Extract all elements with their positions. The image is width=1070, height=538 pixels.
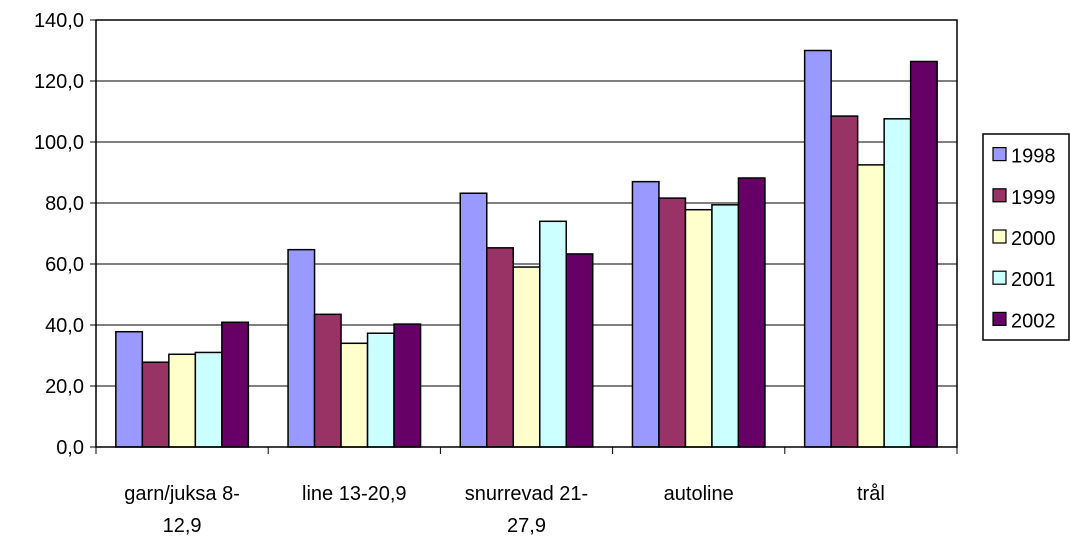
bar-2002-0	[221, 321, 250, 448]
x-axis-labels: garn/juksa 8- 12,9 line 13-20,9 snurrevad 2…	[124, 483, 885, 537]
legend-swatch-2000	[992, 229, 1007, 244]
bar-2002-4	[909, 60, 938, 448]
bar-2000-3	[684, 208, 713, 448]
legend-label: 1998	[1011, 146, 1056, 168]
x-category-label: trål	[857, 483, 885, 505]
legend-swatch-1998	[992, 147, 1007, 162]
x-category-label: line 13-20,9	[302, 483, 407, 505]
x-category-label: 27,9	[507, 515, 546, 537]
bar-1998-0	[115, 330, 144, 448]
bar-2001-4	[883, 118, 912, 448]
legend-swatch-1999	[992, 188, 1007, 203]
legend-label: 2001	[1011, 269, 1056, 291]
bar-1998-2	[459, 192, 488, 448]
legend-label: 2002	[1011, 310, 1056, 332]
plot-area-border	[95, 19, 958, 448]
bar-2002-3	[737, 177, 766, 448]
bar-1998-1	[287, 248, 316, 448]
y-tick-label: 80,0	[45, 193, 84, 215]
bar-2001-1	[366, 332, 395, 448]
legend: 1998 1999 2000 2001 2002	[982, 133, 1070, 341]
bar-2001-2	[539, 220, 567, 448]
bar-1999-2	[486, 247, 514, 448]
x-category-label: snurrevad 21-	[465, 483, 588, 505]
x-category-label: 12,9	[163, 515, 202, 537]
bar-1998-4	[803, 49, 832, 448]
bar-1999-0	[141, 361, 170, 448]
y-tick-label: 40,0	[45, 315, 84, 337]
legend-label: 2000	[1011, 228, 1056, 250]
bar-1999-3	[658, 197, 687, 448]
y-axis-ticks: 0,0 20,0 40,0 60,0 80,0 100,0 120,0 140,0	[34, 10, 96, 459]
axes	[95, 19, 958, 454]
y-tick-label: 60,0	[45, 254, 84, 276]
bar-1999-4	[830, 115, 859, 448]
x-category-label: garn/juksa 8-	[124, 483, 240, 505]
legend-swatch-2002	[992, 311, 1007, 326]
bars	[115, 49, 938, 448]
y-tick-label: 120,0	[34, 71, 84, 93]
bar-1998-3	[631, 180, 660, 448]
legend-label: 1999	[1011, 187, 1056, 209]
bar-1999-1	[313, 313, 342, 448]
x-category-label: autoline	[664, 483, 734, 505]
bar-2001-3	[711, 204, 740, 448]
y-tick-label: 140,0	[34, 10, 84, 32]
y-tick-label: 20,0	[45, 376, 84, 398]
bar-2001-0	[194, 351, 223, 448]
bar-2000-4	[856, 164, 885, 448]
bar-2000-0	[168, 353, 197, 448]
bar-2002-2	[565, 253, 594, 448]
y-tick-label: 100,0	[34, 132, 84, 154]
y-tick-label: 0,0	[56, 437, 84, 459]
bar-2000-1	[340, 342, 369, 448]
legend-swatch-2001	[992, 270, 1007, 285]
bar-2000-2	[512, 266, 541, 448]
bar-2002-1	[393, 323, 422, 448]
